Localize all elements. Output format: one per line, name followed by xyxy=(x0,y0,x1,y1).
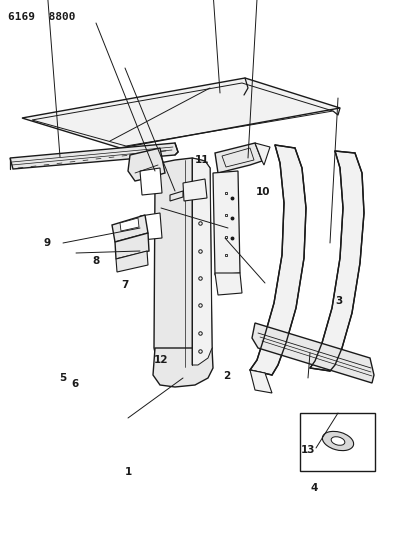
Polygon shape xyxy=(215,143,262,173)
Text: 8: 8 xyxy=(92,256,100,266)
Polygon shape xyxy=(115,233,149,259)
Text: 1: 1 xyxy=(125,467,132,477)
Polygon shape xyxy=(116,251,148,272)
Polygon shape xyxy=(215,273,242,295)
Text: 13: 13 xyxy=(301,446,315,455)
Polygon shape xyxy=(154,158,212,370)
Polygon shape xyxy=(140,213,162,240)
Text: 6: 6 xyxy=(72,379,79,389)
Ellipse shape xyxy=(331,437,345,445)
Text: 12: 12 xyxy=(154,355,169,365)
Text: 7: 7 xyxy=(121,280,128,290)
Text: 4: 4 xyxy=(310,483,318,492)
Polygon shape xyxy=(310,151,364,371)
Text: 6169  8800: 6169 8800 xyxy=(8,12,75,22)
Polygon shape xyxy=(192,158,212,365)
Polygon shape xyxy=(128,148,165,181)
Polygon shape xyxy=(153,348,213,387)
Polygon shape xyxy=(255,143,270,165)
Polygon shape xyxy=(252,323,374,383)
Polygon shape xyxy=(10,143,178,169)
Ellipse shape xyxy=(322,431,354,450)
Text: 3: 3 xyxy=(335,296,342,306)
Polygon shape xyxy=(112,215,148,242)
Text: 2: 2 xyxy=(223,371,230,381)
Polygon shape xyxy=(120,218,139,231)
Text: 11: 11 xyxy=(195,155,209,165)
Text: 10: 10 xyxy=(256,187,271,197)
Polygon shape xyxy=(183,179,207,201)
Text: 9: 9 xyxy=(43,238,51,247)
Polygon shape xyxy=(250,370,272,393)
Polygon shape xyxy=(250,145,306,375)
Polygon shape xyxy=(140,168,162,195)
Polygon shape xyxy=(22,78,340,148)
Polygon shape xyxy=(170,191,183,201)
Bar xyxy=(300,413,375,471)
Polygon shape xyxy=(213,171,240,275)
Text: 5: 5 xyxy=(60,374,67,383)
